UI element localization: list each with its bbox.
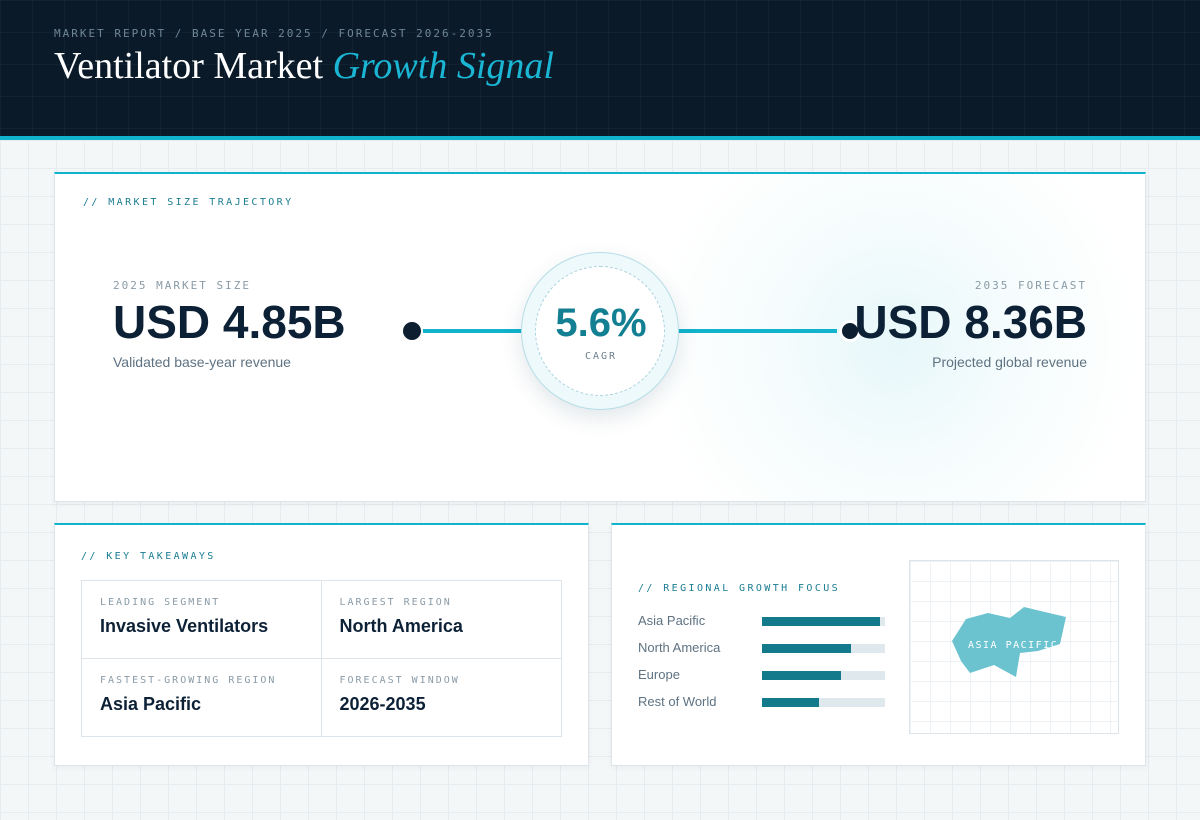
takeaway-fastest-region: FASTEST-GROWING REGION Asia Pacific (82, 658, 322, 736)
cagr-label: CAGR (584, 351, 618, 362)
takeaways-grid: LEADING SEGMENT Invasive Ventilators LAR… (81, 580, 562, 737)
takeaway-value: North America (339, 616, 463, 636)
section-label-takeaways: // KEY TAKEAWAYS (81, 551, 216, 562)
cagr-value: 5.6% (555, 301, 647, 345)
region-map: ASIA PACIFIC (909, 560, 1119, 734)
takeaway-largest-region: LARGEST REGION North America (321, 581, 561, 659)
base-dot (403, 322, 421, 340)
takeaway-value: Asia Pacific (100, 693, 202, 714)
takeaway-value: Invasive Ventilators (100, 616, 269, 636)
takeaway-label: FASTEST-GROWING REGION (100, 674, 277, 686)
bar-name: Rest of World (638, 694, 717, 709)
takeaway-label: LEADING SEGMENT (100, 597, 221, 608)
forecast-caption: Projected global revenue (932, 354, 1087, 370)
page-title-accent: Growth Signal (332, 45, 554, 87)
bar-name: Asia Pacific (638, 613, 706, 628)
map-region-label: ASIA PACIFIC (968, 640, 1059, 651)
bar-track (762, 698, 885, 707)
takeaway-label: FORECAST WINDOW (339, 674, 460, 686)
page-header: MARKET REPORT / BASE YEAR 2025 / FORECAS… (0, 0, 1200, 140)
bar-fill (762, 698, 819, 707)
asia-pacific-shape (952, 607, 1066, 677)
section-label-trajectory: // MARKET SIZE TRAJECTORY (83, 197, 294, 208)
regional-bars: Asia Pacific North America Europe Rest o… (638, 611, 886, 719)
base-year-label: 2025 MARKET SIZE (113, 279, 251, 292)
cagr-inner-ring: 5.6% CAGR (535, 266, 665, 396)
forecast-dot (839, 320, 861, 342)
base-year-caption: Validated base-year revenue (113, 354, 291, 370)
bar-fill (762, 617, 881, 626)
section-label-regional: // REGIONAL GROWTH FOCUS (638, 583, 841, 594)
market-size-card: // MARKET SIZE TRAJECTORY 2025 MARKET SI… (54, 172, 1146, 502)
takeaway-leading-segment: LEADING SEGMENT Invasive Ventilators (82, 581, 322, 659)
takeaway-forecast-window: FORECAST WINDOW 2026-2035 (322, 659, 562, 737)
page-title-main: Ventilator Market (54, 45, 324, 87)
bar-track (762, 671, 885, 680)
bar-name: North America (638, 640, 721, 655)
forecast-glow (615, 174, 1145, 501)
bar-row-rest-of-world: Rest of World (638, 692, 886, 719)
forecast-value: USD 8.36B (854, 296, 1087, 348)
bar-track (762, 617, 885, 626)
page-title: Ventilator Market Growth Signal (54, 44, 554, 88)
regional-growth-card: // REGIONAL GROWTH FOCUS Asia Pacific No… (611, 523, 1146, 766)
bar-track (762, 644, 885, 653)
takeaway-value: 2026-2035 (339, 693, 426, 714)
key-takeaways-card: // KEY TAKEAWAYS LEADING SEGMENT Invasiv… (54, 523, 589, 766)
bar-row-north-america: North America (638, 638, 886, 665)
bar-fill (762, 671, 841, 680)
breadcrumb: MARKET REPORT / BASE YEAR 2025 / FORECAS… (54, 27, 494, 40)
bar-row-asia-pacific: Asia Pacific (638, 611, 886, 638)
cagr-badge: 5.6% CAGR (521, 252, 679, 410)
forecast-label: 2035 FORECAST (974, 279, 1087, 292)
takeaway-label: LARGEST REGION (339, 597, 452, 608)
bar-name: Europe (638, 667, 680, 682)
base-year-value: USD 4.85B (113, 296, 346, 348)
bar-fill (762, 644, 851, 653)
bar-row-europe: Europe (638, 665, 886, 692)
